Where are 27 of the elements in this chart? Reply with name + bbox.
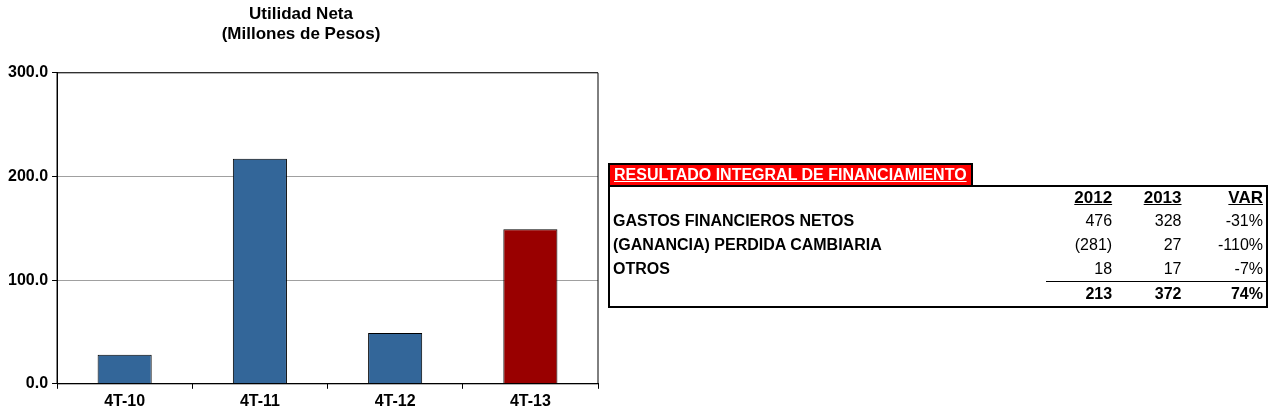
- text: 372: [1154, 285, 1182, 302]
- category-label: GASTOS FINANCIEROS NETOS: [613, 212, 855, 229]
- x-tick-label: 4T-10: [104, 391, 146, 409]
- x-tick-label: 4T-12: [374, 391, 416, 409]
- category-label: 2012: [1073, 187, 1114, 209]
- category-label: OTROS: [613, 260, 670, 278]
- text: (281): [1074, 236, 1113, 253]
- category-label: VAR: [1227, 187, 1264, 209]
- text: 27: [1163, 236, 1182, 253]
- category-label: 2013: [1142, 187, 1183, 209]
- text: -31%: [1225, 212, 1263, 229]
- text: -7%: [1234, 260, 1263, 277]
- x-tick-label: 4T-13: [509, 391, 551, 409]
- chart-title: Utilidad Neta (Millones de Pesos): [221, 3, 381, 44]
- y-tick-label: 0.0: [25, 374, 49, 392]
- y-tick-label: 100.0: [7, 270, 49, 288]
- text: 213: [1085, 285, 1113, 302]
- category-label: (GANANCIA) PERDIDA CAMBIARIA: [613, 236, 882, 253]
- y-tick-label: 200.0: [7, 166, 49, 184]
- text: 18: [1094, 260, 1113, 277]
- text: 476: [1085, 212, 1113, 229]
- text: 328: [1154, 212, 1182, 229]
- text: 17: [1163, 260, 1182, 277]
- text: -110%: [1217, 236, 1263, 253]
- y-tick-label: 300.0: [7, 63, 49, 81]
- x-tick-label: 4T-11: [239, 391, 281, 409]
- text: 74%: [1230, 285, 1263, 302]
